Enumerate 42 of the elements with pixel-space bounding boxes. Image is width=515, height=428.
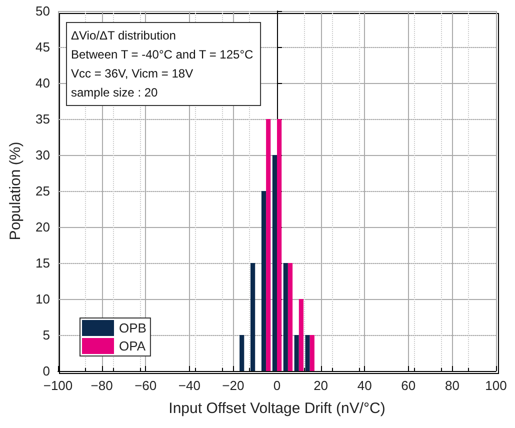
x-tick-label: 100	[485, 378, 507, 393]
y-axis-title: Population (%)	[7, 142, 24, 240]
y-tick-label: 50	[36, 4, 50, 18]
bar	[261, 191, 266, 371]
x-tick-label: 0	[273, 378, 281, 393]
x-tick-label: −20	[222, 378, 244, 393]
x-tick-label: −40	[178, 378, 200, 393]
x-tick-label: −100	[43, 378, 73, 393]
bar	[310, 335, 314, 371]
y-tick-label: 35	[36, 112, 50, 126]
x-axis-title: Input Offset Voltage Drift (nV/°C)	[168, 400, 386, 417]
bar	[283, 263, 288, 371]
bar	[240, 335, 244, 371]
y-tick-label: 20	[36, 220, 50, 234]
x-tick-label: −80	[90, 378, 113, 393]
annotation: sample size : 20	[71, 86, 158, 100]
annotation: Vcc = 36V, Vicm = 18V	[71, 66, 194, 80]
legend-label: OPA	[119, 338, 146, 354]
bar	[298, 299, 304, 371]
bar	[272, 155, 277, 371]
y-tick-label: 10	[36, 292, 50, 306]
bar	[277, 119, 282, 371]
annotation: Between T = -40°C and T = 125°C	[71, 48, 254, 62]
y-tick-label: 45	[36, 40, 50, 54]
y-tick-label: 0	[42, 364, 50, 378]
bar	[294, 335, 299, 371]
y-tick-label: 40	[36, 76, 50, 90]
bar	[250, 263, 256, 371]
annotation: ΔVio/ΔT distribution	[71, 28, 176, 42]
legend-label: OPB	[119, 320, 146, 336]
x-tick-label: 60	[401, 378, 416, 393]
x-tick-label: 40	[357, 378, 372, 393]
x-tick-label: 80	[444, 378, 460, 393]
y-tick-label: 30	[36, 148, 50, 162]
x-tick-label: 20	[314, 378, 328, 393]
y-tick-label: 5	[42, 328, 50, 342]
y-tick-label: 15	[36, 256, 50, 270]
y-tick-label: 25	[36, 184, 50, 198]
x-tick-label: −60	[134, 378, 157, 393]
bar	[288, 263, 293, 371]
bar	[266, 119, 271, 371]
bar	[305, 335, 310, 371]
